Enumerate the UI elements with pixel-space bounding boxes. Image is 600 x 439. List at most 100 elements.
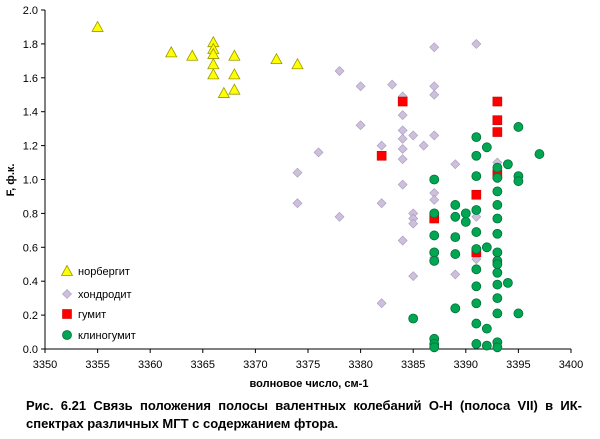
legend-marker-triangle xyxy=(60,264,74,276)
data-point-diamond xyxy=(408,271,419,282)
data-point-circle xyxy=(471,339,482,349)
data-point-triangle xyxy=(186,49,199,61)
data-point-diamond xyxy=(355,120,366,131)
x-tick-label: 3355 xyxy=(85,359,109,371)
x-tick-label: 3360 xyxy=(138,359,162,371)
x-tick-label: 3380 xyxy=(348,359,372,371)
data-point-circle xyxy=(492,228,503,239)
data-point-circle xyxy=(429,230,440,241)
x-tick-label: 3400 xyxy=(559,359,583,371)
data-point-circle xyxy=(534,149,545,159)
data-point-circle xyxy=(471,298,482,309)
x-tick-label: 3370 xyxy=(243,359,267,371)
data-point-triangle xyxy=(207,57,220,70)
data-point-square xyxy=(397,96,408,107)
data-point-diamond xyxy=(355,81,366,92)
y-tick-label: 1.4 xyxy=(23,107,38,119)
data-point-diamond xyxy=(397,179,408,190)
data-point-diamond xyxy=(408,130,419,141)
y-tick-label: 0.0 xyxy=(23,344,38,356)
data-point-diamond xyxy=(376,298,387,309)
data-point-square xyxy=(376,150,387,161)
series-1 xyxy=(91,20,304,98)
data-point-circle xyxy=(481,323,492,334)
data-point-circle xyxy=(429,247,440,258)
data-point-circle xyxy=(471,281,482,292)
x-tick-label: 3395 xyxy=(506,359,530,371)
data-point-triangle xyxy=(207,68,220,80)
data-point-diamond xyxy=(397,144,408,154)
data-point-circle xyxy=(429,255,440,266)
data-point-triangle xyxy=(228,83,241,95)
legend-item-1: норбергит xyxy=(60,264,130,278)
y-axis-label: F, ф.к. xyxy=(5,164,17,197)
data-point-circle xyxy=(429,342,440,353)
data-point-triangle xyxy=(228,49,241,61)
data-point-diamond xyxy=(376,140,387,151)
y-tick-label: 1.8 xyxy=(23,39,38,51)
data-point-circle xyxy=(492,259,503,270)
x-axis: 3350 3355 3360 3365 3370 3375 3380 3385 3390 3395… xyxy=(33,348,583,371)
data-point-diamond xyxy=(334,66,345,76)
y-tick-label: 0.4 xyxy=(23,276,38,288)
data-point-circle xyxy=(471,205,482,215)
data-point-diamond xyxy=(408,218,419,229)
data-point-circle xyxy=(429,208,440,219)
data-point-circle xyxy=(513,122,524,132)
y-tick-label: 0.2 xyxy=(23,310,38,322)
data-point-triangle xyxy=(165,46,178,58)
x-tick-label: 3350 xyxy=(33,359,57,371)
data-point-triangle xyxy=(91,20,104,32)
data-point-diamond xyxy=(397,110,408,121)
x-tick-label: 3375 xyxy=(296,359,320,371)
data-point-circle xyxy=(450,211,461,222)
y-tick-label: 1.6 xyxy=(23,73,38,85)
y-tick-label: 1.0 xyxy=(23,175,38,187)
figure-caption: Рис. 6.21 Связь положения полосы валентн… xyxy=(26,398,582,431)
legend-label: хондродит xyxy=(78,289,132,301)
data-point-circle xyxy=(450,303,461,314)
data-point-circle xyxy=(492,247,503,258)
data-point-square xyxy=(492,127,503,137)
data-point-circle xyxy=(481,242,492,253)
data-point-circle xyxy=(450,200,461,210)
legend: норбергит хондродит гумит клиногумит xyxy=(60,264,136,342)
scatter-chart: 0.00.20.40.60.81.01.21.41.61.82.0 3350 33… xyxy=(5,5,583,390)
data-point-circle xyxy=(429,174,440,185)
data-point-diamond xyxy=(387,79,398,90)
data-point-diamond xyxy=(397,235,408,246)
y-tick-label: 0.8 xyxy=(23,208,38,220)
data-point-diamond xyxy=(418,140,429,151)
data-point-circle xyxy=(513,176,524,187)
x-tick-label: 3390 xyxy=(454,359,478,371)
data-point-diamond xyxy=(450,159,461,170)
data-point-circle xyxy=(450,249,461,259)
data-point-circle xyxy=(492,342,503,353)
data-point-circle xyxy=(492,200,503,210)
data-point-circle xyxy=(408,313,419,324)
y-axis: 0.0 0.2 0.4 0.6 0.8 1.0 1.2 1.4 1.6 1.8 2.0 xyxy=(23,5,46,356)
data-point-diamond xyxy=(313,147,324,158)
data-point-square xyxy=(492,115,503,125)
data-point-diamond xyxy=(334,211,345,222)
data-point-circle xyxy=(502,277,513,288)
y-tick-label: 2.0 xyxy=(23,5,38,17)
data-point-triangle xyxy=(291,57,304,70)
x-tick-label: 3385 xyxy=(401,359,425,371)
data-point-circle xyxy=(492,267,503,278)
data-point-circle xyxy=(513,308,524,319)
data-point-circle xyxy=(460,208,471,219)
legend-marker-diamond xyxy=(62,289,72,299)
x-tick-label: 3365 xyxy=(191,359,215,371)
data-point-diamond xyxy=(429,194,440,205)
data-point-circle xyxy=(492,162,503,173)
data-point-circle xyxy=(481,142,492,153)
data-point-circle xyxy=(492,308,503,319)
data-point-circle xyxy=(471,150,482,161)
series-4 xyxy=(408,122,545,353)
data-point-circle xyxy=(471,171,482,182)
data-point-circle xyxy=(492,172,503,183)
data-point-diamond xyxy=(292,198,303,209)
legend-item-3: гумит xyxy=(62,309,106,321)
data-point-diamond xyxy=(397,125,408,136)
